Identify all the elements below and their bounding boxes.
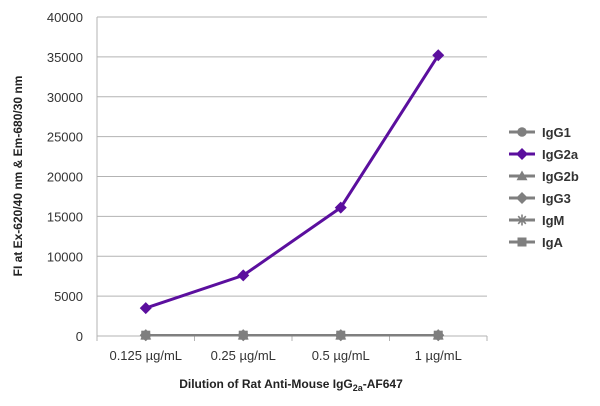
legend-label: IgG3	[542, 191, 571, 206]
legend-label: IgG2a	[542, 147, 579, 162]
x-axis-title-main: Dilution of Rat Anti-Mouse IgG	[179, 377, 353, 391]
series-line-igg2a	[145, 54, 440, 310]
gridlines	[96, 16, 488, 341]
y-tick-label: 15000	[47, 209, 83, 224]
legend-marker	[517, 237, 527, 247]
series-igg2a	[139, 49, 445, 315]
legend: IgG1 IgG2a IgG2b IgG3 IgM IgA	[509, 125, 579, 250]
legend-label: IgG2b	[542, 169, 579, 184]
legend-item-igg3: IgG3	[509, 191, 571, 206]
series-iga	[141, 330, 443, 340]
legend-item-igg2a: IgG2a	[509, 147, 579, 162]
legend-item-iga: IgA	[509, 235, 564, 250]
legend-item-igg1: IgG1	[509, 125, 571, 140]
legend-marker	[516, 148, 528, 160]
data-point-igg2a	[334, 201, 347, 214]
y-tick-label: 25000	[47, 130, 83, 145]
data-point-iga	[238, 330, 248, 340]
x-axis-ticks: 0.125 µg/mL 0.25 µg/mL 0.5 µg/mL 1 µg/mL	[109, 348, 461, 363]
x-tick-label: 0.5 µg/mL	[312, 348, 370, 363]
x-axis-title-suffix: -AF647	[363, 377, 403, 391]
data-point-iga	[141, 330, 151, 340]
legend-marker	[516, 192, 528, 204]
y-tick-label: 20000	[47, 170, 83, 185]
legend-label: IgG1	[542, 125, 571, 140]
legend-marker	[517, 127, 527, 137]
x-tick-label: 0.25 µg/mL	[211, 348, 276, 363]
legend-label: IgA	[542, 235, 564, 250]
x-axis-title-subscript: 2a	[353, 383, 364, 393]
y-axis-ticks: 0 5000 10000 15000 20000 25000 30000 35000 40000	[47, 10, 83, 344]
x-tick-label: 0.125 µg/mL	[109, 348, 182, 363]
y-tick-label: 35000	[47, 50, 83, 65]
y-axis-title: FI at Ex-620/40 nm & Em-680/30 nm	[11, 76, 25, 277]
y-tick-label: 5000	[54, 289, 83, 304]
data-point-iga	[336, 330, 346, 340]
data-point-igg2a	[139, 302, 152, 315]
y-tick-label: 10000	[47, 249, 83, 264]
data-point-igg2a	[432, 49, 445, 62]
x-tick-label: 1 µg/mL	[415, 348, 462, 363]
data-point-iga	[433, 330, 443, 340]
legend-label: IgM	[542, 213, 564, 228]
legend-item-igm: IgM	[509, 213, 564, 228]
y-tick-label: 30000	[47, 90, 83, 105]
series-layer	[139, 49, 445, 342]
legend-marker	[516, 214, 528, 226]
data-point-igg2a	[237, 269, 250, 282]
y-tick-label: 40000	[47, 10, 83, 25]
legend-marker	[516, 170, 528, 181]
legend-item-igg2b: IgG2b	[509, 169, 579, 184]
y-tick-label: 0	[76, 329, 83, 344]
x-axis-title: Dilution of Rat Anti-Mouse IgG2a-AF647	[179, 377, 403, 393]
